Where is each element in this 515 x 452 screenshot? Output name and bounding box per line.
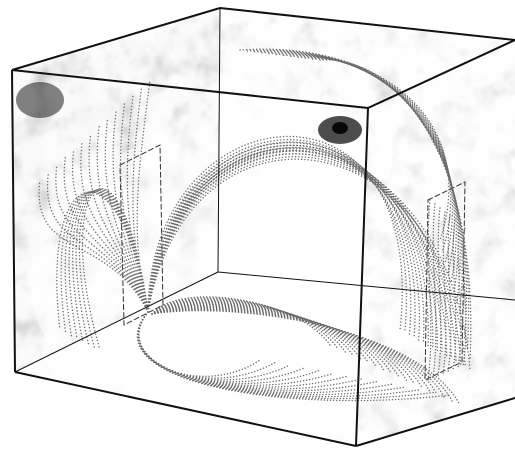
field-line-low-loop (151, 302, 377, 367)
field-line-right-strand (447, 215, 452, 373)
right-face (356, 40, 515, 446)
field-line-low-loop (151, 309, 454, 403)
field-line-top-right (297, 56, 465, 328)
field-line-right-strand (462, 227, 467, 367)
field-line-open (96, 125, 149, 313)
edge-top-right (367, 39, 515, 109)
field-line-open (38, 179, 149, 313)
field-line-right-strand (437, 207, 442, 377)
field-line-low-loop (151, 307, 431, 392)
field-line-low-loop (151, 296, 331, 346)
field-line-right-strand (432, 203, 437, 379)
field-line-floor-loop (137, 311, 393, 394)
field-line-open (126, 94, 149, 313)
field-line-open (71, 148, 149, 313)
field-line-low-loop (151, 305, 408, 381)
field-line-low-loop (151, 297, 339, 350)
edge-front-left (11, 69, 16, 373)
field-line-open (132, 86, 149, 313)
field-line-open (46, 171, 149, 313)
field-line-right-strand (427, 199, 432, 381)
edge-back-vertical (217, 7, 221, 273)
field-line-right-strand (452, 219, 457, 371)
edge-top-back (219, 7, 515, 41)
field-line-low-loop (151, 308, 446, 399)
field-line-top-right (253, 50, 454, 263)
field-line-floor-loop (136, 311, 451, 402)
field-line-open (80, 140, 149, 313)
edge-top-front (11, 69, 369, 109)
field-line-left-arc (81, 188, 149, 351)
edge-bottom-right (355, 397, 515, 447)
field-line-top-right (275, 53, 459, 296)
field-line-open (88, 133, 149, 313)
field-line-left-arc (60, 191, 149, 334)
field-line-arch (147, 156, 453, 361)
dark-spot-left (16, 82, 64, 118)
field-line-top-right (312, 58, 470, 350)
field-line-left-arc (75, 189, 149, 345)
field-line-arch (147, 158, 467, 369)
field-line-arch (147, 142, 429, 347)
field-line-floor-loop (138, 311, 290, 381)
dashed-box-left (119, 144, 164, 326)
field-line-top-right (268, 52, 457, 285)
field-line-arch (147, 152, 462, 366)
field-line-top-right (319, 59, 472, 361)
field-line-open (104, 117, 149, 313)
edge-back-bottom-right (217, 271, 515, 301)
field-line-open (112, 110, 149, 313)
field-line-arch (147, 139, 416, 339)
edge-front-right (355, 107, 369, 447)
field-line-open (55, 163, 149, 313)
field-line-right-strand (457, 223, 462, 369)
field-line-open (63, 156, 149, 313)
field-line-arch (147, 147, 457, 363)
field-line-right-strand (442, 211, 447, 375)
field-line-open (119, 102, 149, 313)
edge-bottom-front (14, 371, 357, 447)
field-line-arch (147, 150, 448, 358)
field-line-low-loop (151, 300, 362, 360)
field-lines (38, 48, 472, 406)
edge-top-left (11, 7, 221, 71)
field-line-arch (147, 144, 443, 355)
cube-edges (11, 7, 515, 447)
field-line-low-loop (151, 309, 461, 406)
field-line-floor-loop (137, 311, 349, 388)
edge-back-bottom-left (14, 271, 219, 373)
